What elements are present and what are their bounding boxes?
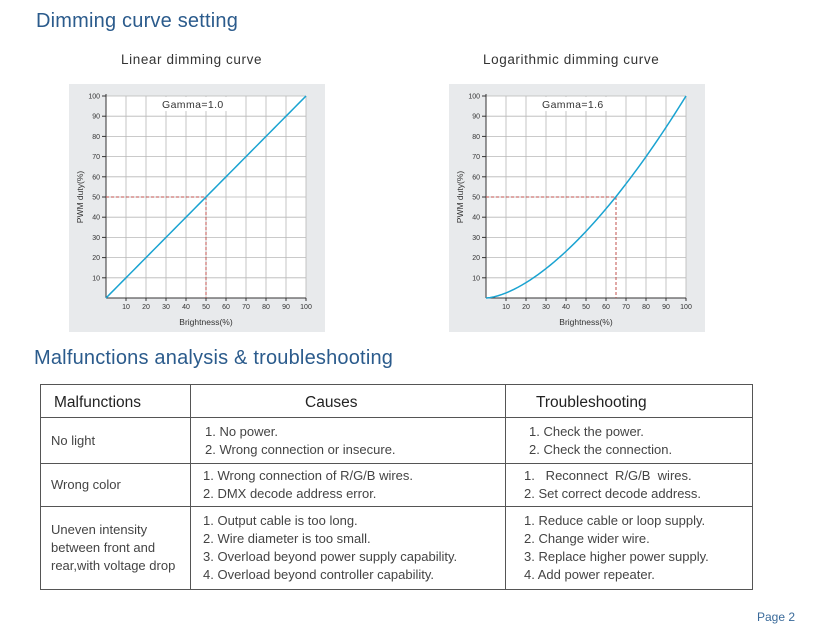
malfunction-text: rear,with voltage drop <box>51 558 176 573</box>
table-row: No light 1. No power. 2. Wrong connectio… <box>40 417 753 464</box>
x-tick-label: 80 <box>642 304 650 311</box>
y-tick-label: 60 <box>92 174 100 181</box>
cause-item: 1. Wrong connection of R/G/B wires. <box>203 468 414 483</box>
dimming-curve <box>485 95 687 299</box>
malfunction-cell: No light <box>40 417 191 464</box>
fix-item: 2. Check the connection. <box>529 441 673 457</box>
linear-dimming-chart: 10 20 30 40 50 60 70 80 90 100 10 20 30 40 50 60 70 80 90 1… <box>69 84 325 332</box>
log-chart-title: Logarithmic dimming curve <box>483 52 660 67</box>
fix-item: 2. Set correct decode address. <box>524 486 702 501</box>
table-header-row: Malfunctions Causes Troubleshooting <box>40 384 753 418</box>
x-tick-label: 60 <box>602 304 610 311</box>
header-troubleshooting: Troubleshooting <box>505 384 753 418</box>
malfunctions-heading: Malfunctions analysis & troubleshooting <box>34 347 394 369</box>
x-tick-label: 40 <box>182 304 190 311</box>
cause-item: 2. DMX decode address error. <box>203 486 377 501</box>
x-axis-label: Brightness(%) <box>179 317 233 327</box>
y-tick-label: 60 <box>472 174 480 181</box>
y-tick-label: 50 <box>472 195 480 202</box>
fix-item: 1. Check the power. <box>529 423 644 439</box>
causes-cell: 1. No power. 2. Wrong connection or inse… <box>190 417 506 464</box>
malfunction-text: Wrong color <box>51 477 121 492</box>
y-tick-label: 10 <box>472 275 480 282</box>
gamma-label: Gamma=1.0 <box>162 99 224 111</box>
y-tick-label: 100 <box>88 94 100 101</box>
gamma-label-background <box>158 97 234 112</box>
cause-item: 2. Wrong connection or insecure. <box>205 441 396 457</box>
cause-item: 3. Overload beyond power supply capabili… <box>203 549 458 564</box>
fixes-cell: 1. Reduce cable or loop supply. 2. Chang… <box>505 506 753 590</box>
x-tick-label: 60 <box>222 304 230 311</box>
malfunction-text: between front and <box>51 540 156 555</box>
malfunction-text: Uneven intensity <box>51 522 148 537</box>
y-tick-label: 30 <box>92 235 100 242</box>
fix-item: 3. Replace higher power supply. <box>524 549 709 564</box>
y-tick-label: 50 <box>92 195 100 202</box>
y-tick-label: 20 <box>92 255 100 262</box>
y-tick-label: 80 <box>92 134 100 141</box>
header-causes: Causes <box>190 384 506 418</box>
logarithmic-dimming-chart: 10 20 30 40 50 60 70 80 90 100 10 20 30 40 50 60 70 80 90 1… <box>449 84 705 332</box>
x-tick-label: 10 <box>122 304 130 311</box>
y-tick-label: 10 <box>92 275 100 282</box>
x-tick-label: 10 <box>502 304 510 311</box>
x-tick-label: 70 <box>242 304 250 311</box>
y-tick-label: 40 <box>472 215 480 222</box>
dimming-curve-heading: Dimming curve setting <box>36 10 239 32</box>
y-tick-label: 20 <box>472 255 480 262</box>
fix-item: 1. Reduce cable or loop supply. <box>524 513 706 528</box>
fixes-cell: 1. Reconnect R/G/B wires. 2. Set correct… <box>505 463 753 507</box>
y-tick-label: 70 <box>472 154 480 161</box>
x-tick-label: 80 <box>262 304 270 311</box>
causes-cell: 1. Output cable is too long. 2. Wire dia… <box>190 506 506 590</box>
fix-item: 2. Change wider wire. <box>524 531 650 546</box>
x-tick-label: 30 <box>542 304 550 311</box>
fixes-cell: 1. Check the power. 2. Check the connect… <box>505 417 753 464</box>
header-malfunctions: Malfunctions <box>40 384 191 418</box>
fix-item: 1. Reconnect R/G/B wires. <box>524 468 692 483</box>
cause-item: 1. No power. <box>205 423 278 439</box>
malfunction-cell: Uneven intensity between front and rear,… <box>40 506 191 590</box>
x-tick-label: 20 <box>522 304 530 311</box>
x-tick-label: 100 <box>680 304 692 311</box>
page-number: Page 2 <box>757 610 796 624</box>
x-tick-label: 40 <box>562 304 570 311</box>
y-tick-label: 100 <box>468 94 480 101</box>
cause-item: 1. Output cable is too long. <box>203 513 358 528</box>
malfunction-text: No light <box>51 432 96 448</box>
malfunction-cell: Wrong color <box>40 463 191 507</box>
x-tick-label: 100 <box>300 304 312 311</box>
x-tick-label: 50 <box>202 304 210 311</box>
cause-item: 2. Wire diameter is too small. <box>203 531 371 546</box>
causes-cell: 1. Wrong connection of R/G/B wires. 2. D… <box>190 463 506 507</box>
y-axis-label: PWM duty(%) <box>75 171 85 224</box>
x-tick-label: 90 <box>282 304 290 311</box>
x-axis-label: Brightness(%) <box>559 317 613 327</box>
cause-item: 4. Overload beyond controller capability… <box>203 567 434 582</box>
x-tick-label: 20 <box>142 304 150 311</box>
y-tick-label: 90 <box>92 114 100 121</box>
y-tick-label: 80 <box>472 134 480 141</box>
x-tick-label: 50 <box>582 304 590 311</box>
table-row: Uneven intensity between front and rear,… <box>40 506 753 590</box>
x-tick-label: 30 <box>162 304 170 311</box>
y-axis-label: PWM duty(%) <box>455 171 465 224</box>
fix-item: 4. Add power repeater. <box>524 567 655 582</box>
linear-chart-title: Linear dimming curve <box>121 52 263 67</box>
dimming-curve <box>105 95 307 299</box>
table-row: Wrong color 1. Wrong connection of R/G/B… <box>40 463 753 507</box>
y-tick-label: 30 <box>472 235 480 242</box>
x-tick-label: 70 <box>622 304 630 311</box>
gamma-label: Gamma=1.6 <box>542 99 604 111</box>
gamma-label-background <box>538 97 614 112</box>
troubleshooting-table: Malfunctions Causes Troubleshooting No l… <box>40 384 753 590</box>
y-tick-label: 40 <box>92 215 100 222</box>
y-tick-label: 90 <box>472 114 480 121</box>
x-tick-label: 90 <box>662 304 670 311</box>
y-tick-label: 70 <box>92 154 100 161</box>
